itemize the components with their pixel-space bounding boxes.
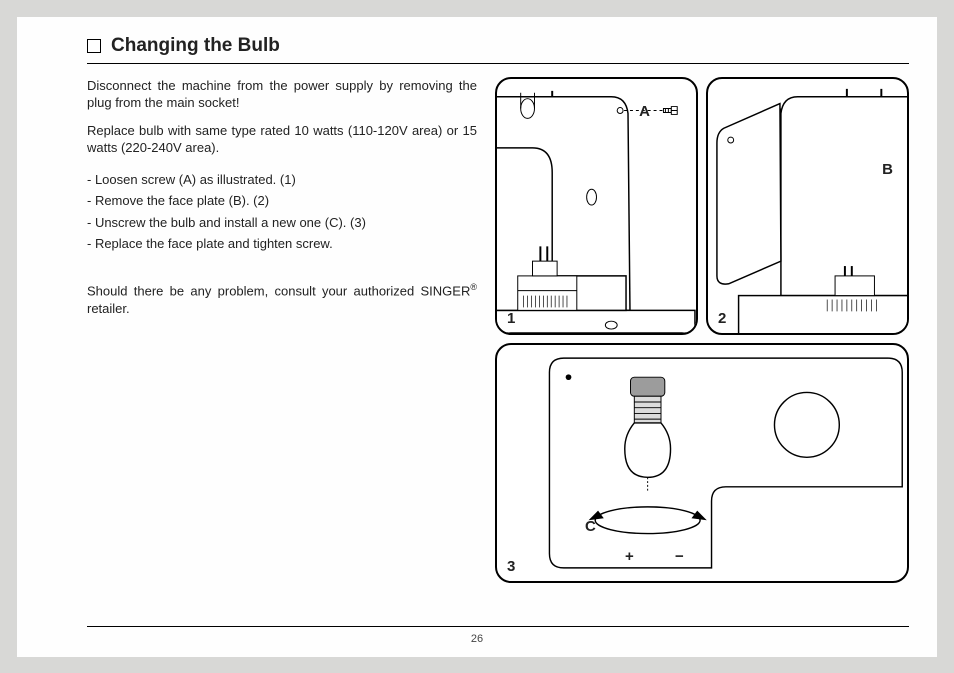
warning-text: Disconnect the machine from the power su…: [87, 77, 477, 112]
figure-2-number: 2: [718, 310, 726, 327]
step-item: - Remove the face plate (B). (2): [87, 192, 477, 210]
label-b: B: [882, 161, 893, 178]
minus-sign: −: [675, 548, 684, 565]
figure-3: C + − 3: [495, 343, 909, 583]
content-row: Disconnect the machine from the power su…: [87, 77, 909, 617]
figure-3-number: 3: [507, 558, 515, 575]
label-c: C: [585, 518, 596, 535]
label-a: A: [639, 103, 650, 120]
figure-2-svg: [708, 79, 907, 333]
divider-bottom: [87, 626, 909, 627]
title-checkbox-icon: [87, 39, 101, 53]
step-list: - Loosen screw (A) as illustrated. (1) -…: [87, 171, 477, 253]
figure-column: A 1: [495, 77, 909, 617]
figure-1: A 1: [495, 77, 698, 335]
page-title: Changing the Bulb: [111, 35, 280, 57]
step-item: - Loosen screw (A) as illustrated. (1): [87, 171, 477, 189]
figure-3-svg: [497, 345, 907, 581]
registered-mark: ®: [470, 282, 477, 292]
retailer-text-b: retailer.: [87, 301, 130, 316]
plus-sign: +: [625, 548, 634, 565]
figure-1-svg: [497, 79, 696, 333]
divider-top: [87, 63, 909, 64]
retailer-text: Should there be any problem, consult you…: [87, 281, 477, 317]
text-column: Disconnect the machine from the power su…: [87, 77, 477, 617]
step-item: - Replace the face plate and tighten scr…: [87, 235, 477, 253]
figure-2: B 2: [706, 77, 909, 335]
figure-top-row: A 1: [495, 77, 909, 335]
page-number: 26: [17, 633, 937, 645]
manual-page: Changing the Bulb Disconnect the machine…: [17, 17, 937, 657]
figure-1-number: 1: [507, 310, 515, 327]
screw-icon: [663, 106, 677, 114]
step-item: - Unscrew the bulb and install a new one…: [87, 214, 477, 232]
rating-text: Replace bulb with same type rated 10 wat…: [87, 122, 477, 157]
retailer-text-a: Should there be any problem, consult you…: [87, 283, 470, 298]
